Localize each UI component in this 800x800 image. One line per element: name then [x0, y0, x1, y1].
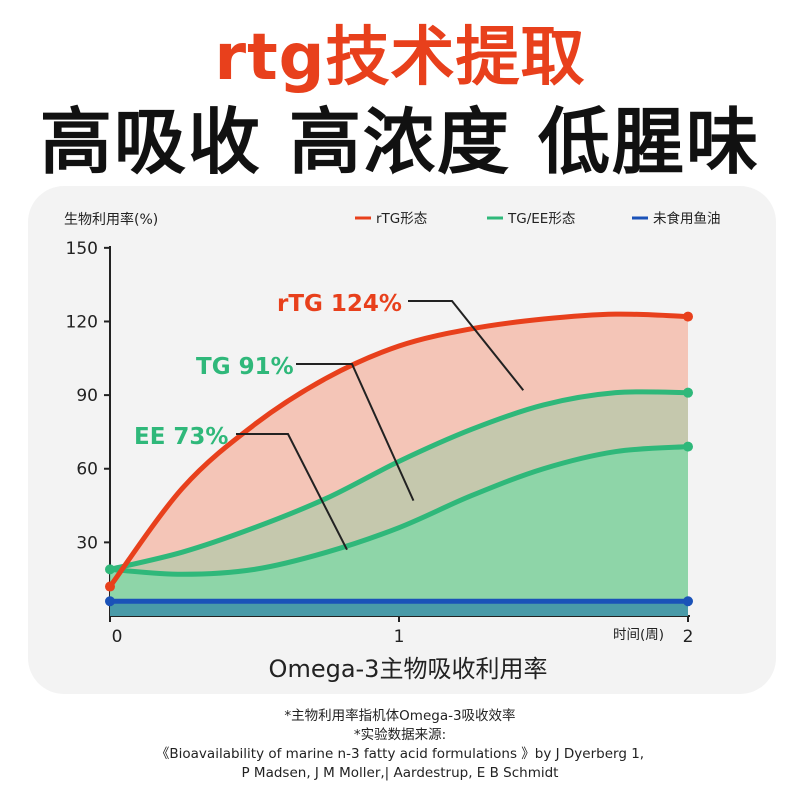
annotation-rtg: rTG 124% [277, 291, 402, 317]
x-tick-label-2: 2 [683, 627, 694, 647]
y-tick-label-90: 90 [76, 386, 98, 406]
y-axis-title: 生物利用率(%) [64, 211, 158, 228]
point-group [105, 311, 693, 607]
footnote-source-label: *实验数据来源: [353, 727, 447, 743]
y-tick-label-30: 30 [76, 533, 98, 553]
x-tick-label-1: 1 [394, 627, 405, 647]
leader-line-rtg [408, 300, 525, 391]
footnote-citation-2: P Madsen, J M Moller,| Aardestrup, E B S… [241, 765, 559, 781]
footnote-citation-1: 《Bioavailability of marine n-3 fatty aci… [155, 746, 645, 762]
point-rtg-end [683, 311, 693, 322]
series-line-tg [107, 389, 691, 572]
area-untreated [110, 601, 688, 616]
point-untreated-end [683, 596, 693, 607]
series-line-rtg [107, 311, 691, 590]
legend-label-rtg: rTG形态 [376, 211, 427, 227]
y-tick-label-150: 150 [66, 239, 98, 259]
x-tick-label-0: 0 [112, 627, 123, 647]
point-tg-end [683, 387, 693, 398]
y-tick-label-60: 60 [76, 460, 98, 480]
x-tick-group: 0 1 2 [109, 616, 694, 647]
point-untreated-start [105, 596, 115, 607]
x-unit-label: 时间(周) [613, 627, 664, 643]
point-ee-end [683, 441, 693, 452]
headline-secondary: 高吸收 高浓度 低腥味 [39, 100, 761, 184]
point-rtg-start [105, 581, 115, 592]
point-tg-start [105, 564, 115, 575]
y-tick-group: 30 60 90 120 150 [66, 239, 110, 553]
legend-label-untreated: 未食用鱼油 [653, 210, 721, 227]
annotation-ee: EE 73% [134, 424, 228, 450]
headline-primary: rtg技术提取 [214, 21, 586, 95]
annotation-tg: TG 91% [196, 354, 294, 380]
area-ee [110, 446, 688, 616]
leader-line-tg [296, 363, 415, 502]
leader-line-ee [236, 433, 348, 551]
legend-label-tg: TG/EE形态 [507, 211, 575, 227]
x-axis-title: Omega-3主物吸收利用率 [269, 655, 548, 683]
y-tick-label-120: 120 [66, 312, 98, 332]
series-line-ee [107, 444, 691, 577]
footnote-definition: *主物利用率指机体Omega-3吸收效率 [284, 708, 516, 724]
legend: rTG形态 TG/EE形态 未食用鱼油 [355, 210, 721, 227]
